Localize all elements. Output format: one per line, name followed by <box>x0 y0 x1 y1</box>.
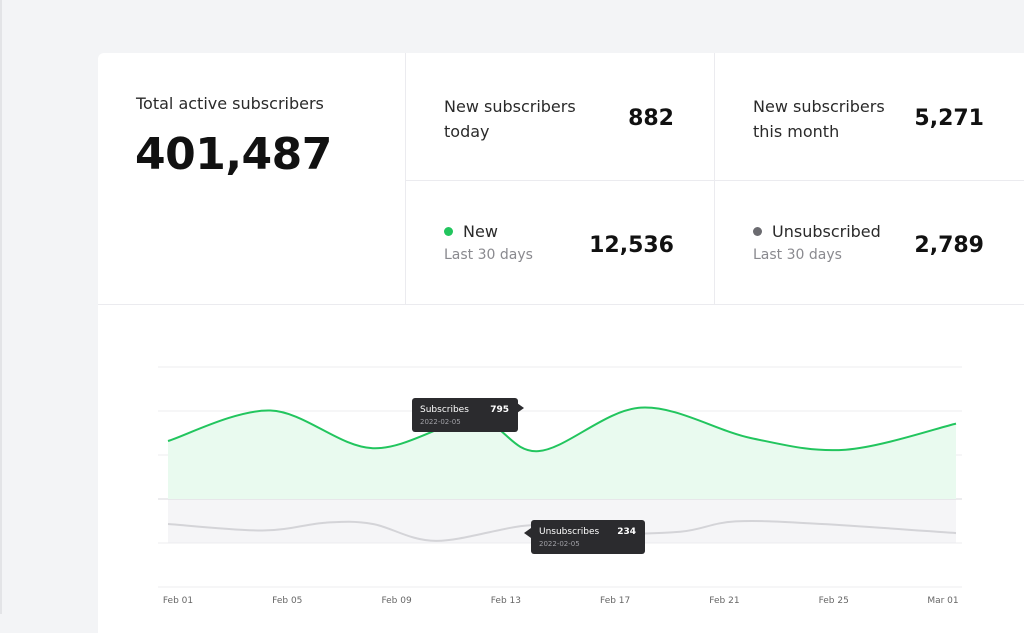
new-subscribers-month-label: New subscribers this month <box>753 97 885 141</box>
x-axis-tick-label: Feb 09 <box>381 596 412 606</box>
unsubscribed-legend-label: Unsubscribed <box>772 222 881 241</box>
new-subscribers-today-label: New subscribers today <box>444 97 576 141</box>
unsubscribes-tooltip-series: Unsubscribes <box>539 527 599 537</box>
total-active-subscribers-value: 401,487 <box>135 129 332 180</box>
x-axis-tick-label: Feb 05 <box>272 596 302 606</box>
unsubscribed-last-30-days-tile: Unsubscribed Last 30 days 2,789 <box>715 181 1024 305</box>
subscribes-tooltip-value: 795 <box>490 405 509 415</box>
total-active-subscribers-label: Total active subscribers <box>136 94 324 113</box>
subscribes-area <box>168 407 956 499</box>
subscribes-tooltip-date: 2022-02-05 <box>420 418 461 426</box>
unsubscribed-last-30-days-value: 2,789 <box>914 233 984 258</box>
new-subscribers-month-value: 5,271 <box>914 106 984 131</box>
unsubscribed-period-label: Last 30 days <box>753 247 842 263</box>
x-axis-tick-label: Mar 01 <box>927 596 958 606</box>
x-axis-tick-label: Feb 01 <box>163 596 193 606</box>
x-axis-tick-label: Feb 21 <box>709 596 739 606</box>
unsubscribed-legend-dot <box>753 227 762 236</box>
new-period-label: Last 30 days <box>444 247 533 263</box>
unsubscribes-tooltip <box>531 520 645 554</box>
subscribes-line <box>167 406 957 453</box>
new-subscribers-month-tile: New subscribers this month 5,271 <box>715 53 1024 181</box>
new-legend: New <box>444 222 498 241</box>
x-axis-tick-label: Feb 13 <box>491 596 521 606</box>
subscribes-tooltip-pointer <box>517 403 524 413</box>
page-left-border <box>0 0 2 614</box>
new-subscribers-today-value: 882 <box>628 106 674 131</box>
unsubscribes-tooltip-value: 234 <box>617 527 636 537</box>
subscribes-tooltip-series: Subscribes <box>420 405 469 415</box>
new-legend-dot <box>444 227 453 236</box>
unsubscribes-tooltip-date: 2022-02-05 <box>539 540 580 548</box>
unsubscribes-tooltip-pointer <box>524 528 531 538</box>
new-last-30-days-value: 12,536 <box>589 233 674 258</box>
subscribers-area-chart[interactable]: Feb 01 Feb 05 Feb 09 Feb 13 Feb 17 Feb 21 Feb … <box>0 0 1024 614</box>
total-active-subscribers-tile: Total active subscribers 401,487 <box>98 53 406 305</box>
x-axis-tick-label: Feb 17 <box>600 596 630 606</box>
new-subscribers-today-tile: New subscribers today 882 <box>406 53 715 181</box>
new-last-30-days-tile: New Last 30 days 12,536 <box>406 181 715 305</box>
new-legend-label: New <box>463 222 498 241</box>
subscribes-tooltip <box>412 398 518 432</box>
unsubscribed-legend: Unsubscribed <box>753 222 881 241</box>
unsubscribes-line <box>167 519 957 542</box>
x-axis-tick-label: Feb 25 <box>819 596 849 606</box>
